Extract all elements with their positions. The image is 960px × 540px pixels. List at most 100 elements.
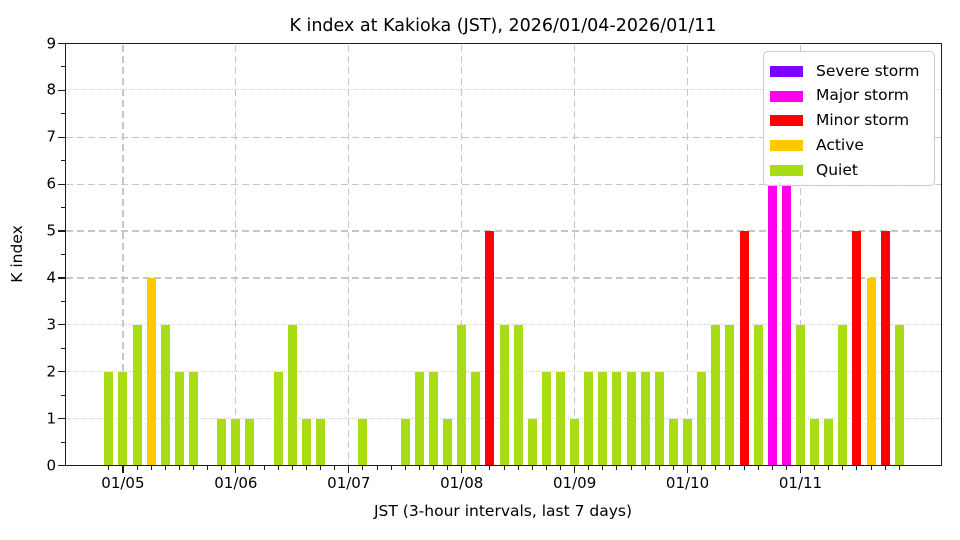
- x-minor-tick: [531, 465, 533, 470]
- gridline-v-date: [348, 44, 350, 465]
- x-minor-tick: [884, 465, 886, 470]
- legend-swatch-severe: [770, 65, 803, 77]
- kindex-bar: [231, 418, 241, 466]
- y-tick-label: 2: [46, 362, 56, 381]
- x-minor-tick: [432, 465, 434, 470]
- y-major-tick: [58, 42, 65, 45]
- x-minor-tick: [814, 465, 816, 470]
- x-minor-tick: [630, 465, 632, 470]
- kindex-bar: [527, 418, 537, 466]
- y-minor-tick: [61, 160, 65, 162]
- kindex-bar: [471, 371, 481, 466]
- x-minor-tick: [362, 465, 364, 470]
- x-minor-tick: [192, 465, 194, 470]
- gridline-v-date: [686, 44, 689, 465]
- x-minor-tick: [235, 465, 237, 470]
- kindex-bar: [795, 324, 805, 466]
- x-minor-tick: [178, 465, 180, 470]
- x-minor-tick: [334, 465, 336, 470]
- gridline-h-8: [66, 89, 941, 91]
- kindex-bar: [753, 324, 763, 466]
- x-minor-tick: [574, 465, 576, 470]
- x-minor-tick: [277, 465, 279, 470]
- x-minor-tick: [517, 465, 519, 470]
- gridline-h-6: [66, 183, 941, 185]
- x-minor-tick: [404, 465, 406, 470]
- y-minor-tick: [61, 207, 65, 209]
- kindex-bar: [640, 371, 650, 466]
- kindex-bar: [316, 418, 326, 466]
- x-minor-tick: [743, 465, 745, 470]
- y-major-tick: [58, 183, 65, 185]
- kindex-bar: [584, 371, 594, 466]
- kindex-bar: [160, 324, 170, 466]
- kindex-bar: [428, 371, 438, 466]
- kindex-bar: [767, 184, 777, 466]
- kindex-bar: [852, 231, 862, 466]
- y-tick-label: 9: [46, 34, 56, 52]
- x-minor-tick: [602, 465, 604, 470]
- x-minor-tick: [418, 465, 420, 470]
- gridline-v-date: [122, 44, 124, 465]
- gridline-h-7: [66, 136, 941, 138]
- x-minor-tick: [221, 465, 223, 470]
- x-minor-tick: [560, 465, 561, 470]
- kindex-bar: [400, 418, 410, 466]
- y-minor-tick: [61, 254, 65, 255]
- chart-title: K index at Kakioka (JST), 2026/01/04-202…: [289, 16, 717, 36]
- y-major-tick: [58, 324, 65, 326]
- y-tick-label: 0: [46, 456, 56, 474]
- kindex-bar: [570, 418, 580, 466]
- x-minor-tick: [263, 465, 265, 470]
- y-major-tick: [58, 417, 65, 420]
- x-minor-tick: [320, 465, 322, 470]
- x-minor-tick: [122, 465, 124, 470]
- x-minor-tick: [828, 465, 830, 470]
- y-tick-label: 4: [46, 268, 56, 287]
- x-minor-tick: [475, 465, 477, 470]
- y-tick-label: 5: [46, 221, 56, 240]
- x-tick-label: 01/07: [327, 474, 371, 492]
- legend-swatch-major: [770, 90, 803, 102]
- x-minor-tick: [249, 465, 251, 470]
- x-minor-tick: [305, 465, 307, 470]
- kindex-bar: [556, 371, 565, 466]
- x-minor-tick: [799, 465, 801, 470]
- x-tick-label: 01/05: [101, 474, 145, 492]
- legend-swatch-quiet: [770, 165, 803, 177]
- legend-item-minor: Minor storm: [770, 109, 934, 134]
- y-minor-tick: [61, 441, 65, 443]
- x-minor-tick: [658, 465, 660, 470]
- legend-item-severe: Severe storm: [770, 59, 934, 84]
- kindex-bar: [894, 324, 904, 466]
- kindex-bar: [245, 418, 255, 466]
- x-minor-tick: [644, 465, 646, 470]
- y-minor-tick: [61, 300, 65, 302]
- kindex-bar: [174, 371, 184, 466]
- y-major-tick: [58, 464, 65, 467]
- kindex-bar: [781, 184, 791, 466]
- kindex-bar: [711, 324, 721, 466]
- kindex-bar: [668, 418, 678, 466]
- x-minor-tick: [348, 465, 350, 470]
- y-major-tick: [58, 371, 65, 373]
- kindex-bar: [485, 231, 495, 466]
- x-minor-tick: [785, 465, 787, 470]
- x-minor-tick: [757, 465, 759, 470]
- y-tick-label: 1: [46, 409, 56, 428]
- legend-item-major: Major storm: [770, 84, 934, 109]
- kindex-bar: [457, 324, 467, 466]
- gridline-h-4: [66, 277, 941, 279]
- y-minor-tick: [61, 394, 65, 396]
- x-tick-label: 01/08: [440, 474, 484, 492]
- gridline-h-5: [66, 230, 941, 232]
- kindex-bar: [880, 231, 890, 466]
- x-minor-tick: [164, 465, 166, 470]
- x-minor-tick: [672, 465, 674, 470]
- x-tick-label: 01/09: [553, 474, 597, 492]
- x-minor-tick: [588, 465, 590, 470]
- kindex-bar: [838, 324, 848, 466]
- kindex-bar: [541, 371, 551, 466]
- gridline-v-date: [235, 44, 237, 465]
- kindex-bar: [739, 231, 749, 466]
